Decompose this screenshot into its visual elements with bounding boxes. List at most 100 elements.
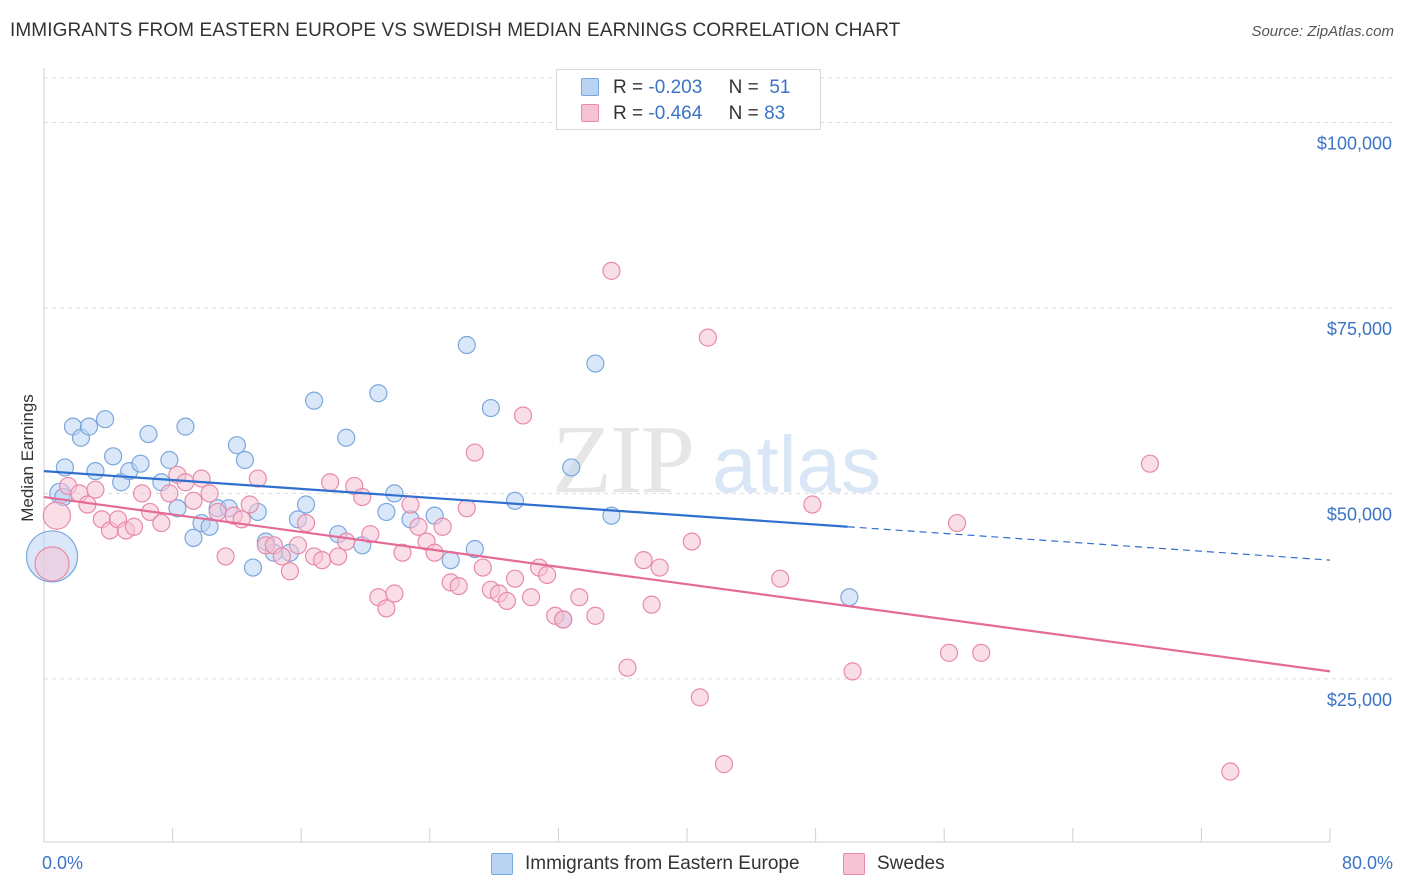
series-legend: Immigrants from Eastern Europe Swedes — [0, 852, 1406, 878]
data-point-swedes — [803, 495, 822, 514]
correlation-legend: R = -0.203 N = 51 R = -0.464 N = 83 — [556, 69, 821, 130]
data-point-swedes — [586, 606, 605, 625]
data-point-swedes — [570, 588, 589, 607]
data-point-swedes — [457, 499, 476, 518]
legend-n-value: 83 — [764, 103, 786, 124]
x-tick-label-max: 80.0% — [1342, 853, 1393, 873]
data-point-swedes — [152, 513, 171, 533]
data-point-swedes — [843, 662, 862, 681]
data-point-eastern-europe — [377, 502, 396, 522]
y-tick-label: $75,000 — [1327, 319, 1392, 339]
data-point-eastern-europe — [243, 558, 263, 577]
data-point-swedes — [465, 443, 484, 462]
data-point-swedes — [280, 562, 300, 581]
data-point-swedes — [698, 328, 717, 347]
data-point-swedes — [449, 576, 468, 596]
data-point-eastern-europe — [86, 462, 105, 481]
data-point-swedes — [184, 491, 203, 510]
data-point-swedes — [361, 525, 380, 544]
data-point-eastern-europe — [235, 450, 255, 470]
legend-r-value: -0.464 — [648, 103, 703, 124]
data-point-swedes — [972, 643, 991, 662]
data-point-swedes — [521, 588, 541, 607]
data-point-eastern-europe — [586, 354, 605, 373]
legend-swatch-pink — [843, 853, 865, 875]
data-point-swedes — [353, 487, 372, 507]
data-point-swedes — [642, 595, 661, 614]
data-point-swedes — [42, 501, 72, 530]
data-point-swedes — [200, 484, 219, 503]
y-tick-label: $50,000 — [1327, 504, 1392, 524]
data-point-swedes — [160, 484, 179, 503]
data-point-eastern-europe — [200, 517, 219, 536]
data-point-eastern-europe — [505, 491, 525, 510]
y-tick-label: $25,000 — [1327, 690, 1392, 710]
data-point-eastern-europe — [457, 335, 476, 355]
watermark-atlas: atlas — [712, 420, 881, 509]
data-point-swedes — [329, 547, 348, 566]
data-point-swedes — [272, 547, 292, 566]
legend-label-eastern-europe: Immigrants from Eastern Europe — [525, 853, 800, 874]
legend-r-label: R = — [613, 103, 644, 124]
data-point-swedes — [1221, 762, 1240, 781]
data-point-swedes — [771, 569, 790, 588]
data-point-swedes — [312, 551, 332, 570]
data-point-eastern-europe — [227, 436, 246, 455]
data-point-swedes — [433, 517, 452, 536]
data-point-eastern-europe — [79, 417, 99, 436]
data-point-swedes — [385, 584, 404, 603]
data-point-eastern-europe — [176, 417, 195, 436]
data-point-swedes — [393, 543, 412, 562]
data-point-swedes — [425, 543, 444, 562]
legend-label-swedes: Swedes — [877, 853, 945, 874]
legend-swatch-blue — [491, 853, 513, 875]
y-axis-title: Median Earnings — [18, 394, 37, 522]
data-point-eastern-europe — [840, 588, 859, 607]
data-point-swedes — [377, 599, 396, 618]
data-point-swedes — [124, 517, 144, 536]
data-point-swedes — [409, 517, 428, 536]
data-point-swedes — [618, 658, 637, 677]
data-point-eastern-europe — [481, 398, 500, 418]
data-point-eastern-europe — [131, 454, 150, 473]
chart-title: IMMIGRANTS FROM EASTERN EUROPE VS SWEDIS… — [10, 20, 901, 41]
data-point-swedes — [602, 261, 621, 280]
data-point-eastern-europe — [296, 495, 316, 514]
data-point-eastern-europe — [95, 410, 115, 429]
data-point-swedes — [208, 502, 227, 522]
data-point-swedes — [554, 610, 573, 629]
data-point-swedes — [132, 484, 152, 503]
trend-line-eastern-europe — [43, 470, 848, 528]
data-point-swedes — [288, 536, 308, 555]
data-point-swedes — [473, 558, 492, 577]
data-point-eastern-europe — [104, 447, 123, 466]
data-point-swedes — [650, 558, 669, 577]
data-point-eastern-europe — [160, 450, 179, 470]
data-point-eastern-europe — [139, 424, 158, 444]
data-point-eastern-europe — [184, 528, 203, 547]
data-point-eastern-europe — [168, 499, 187, 518]
data-point-swedes — [337, 532, 356, 551]
data-point-swedes — [1140, 454, 1160, 473]
data-point-swedes — [714, 755, 734, 774]
axes — [43, 68, 1331, 843]
legend-swatch-pink — [581, 104, 599, 122]
data-point-swedes — [538, 565, 557, 585]
data-point-eastern-europe — [369, 384, 388, 403]
data-point-swedes — [192, 469, 211, 488]
data-point-swedes — [240, 495, 259, 514]
x-tick-label-min: 0.0% — [42, 853, 83, 873]
legend-n-label: N = — [728, 103, 759, 124]
data-point-eastern-europe — [562, 458, 581, 477]
y-tick-label: $100,000 — [1317, 134, 1392, 154]
data-point-swedes — [682, 532, 701, 551]
data-point-swedes — [505, 569, 525, 588]
data-point-swedes — [248, 469, 267, 488]
trend-line-eastern-europe-projection — [847, 526, 1331, 561]
data-point-swedes — [939, 643, 959, 662]
data-point-swedes — [497, 591, 517, 611]
trend-lines — [43, 470, 1331, 673]
data-point-swedes — [513, 406, 533, 425]
data-point-eastern-europe — [337, 428, 356, 447]
